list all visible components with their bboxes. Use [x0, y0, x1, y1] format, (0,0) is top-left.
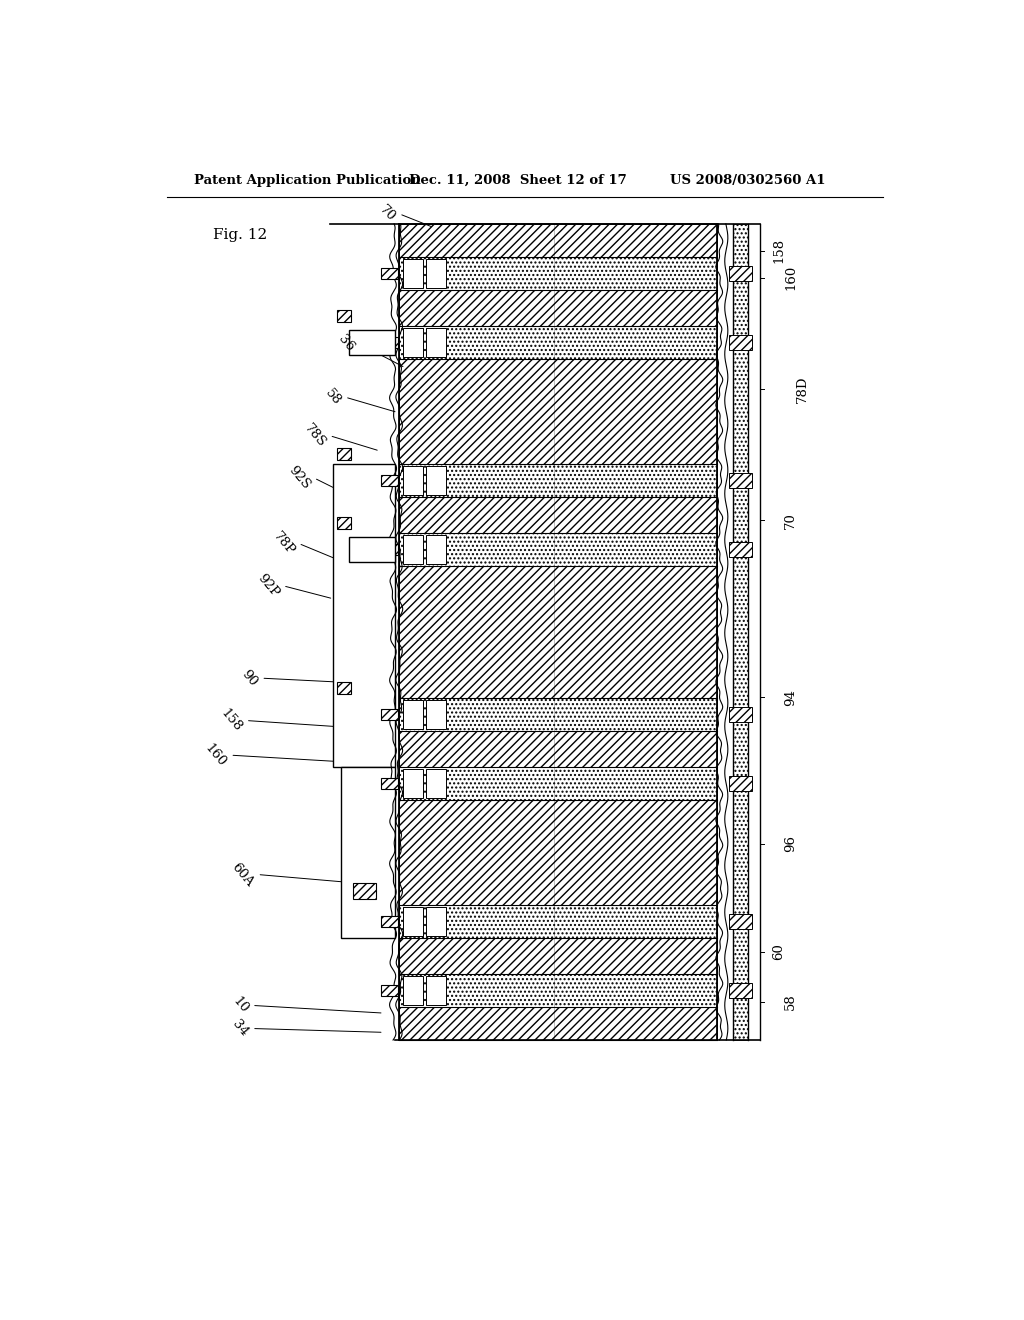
Text: 70: 70	[784, 512, 797, 529]
Bar	[399, 566, 717, 698]
Bar	[729, 983, 752, 998]
Bar	[399, 906, 717, 939]
Bar	[337, 310, 351, 322]
Bar	[729, 706, 752, 722]
Bar	[403, 259, 423, 288]
Bar	[381, 709, 397, 719]
Bar	[729, 776, 752, 791]
Bar	[732, 224, 748, 1040]
Bar	[399, 698, 717, 731]
Bar	[399, 359, 717, 463]
Text: 92S: 92S	[286, 463, 312, 492]
Bar	[381, 916, 397, 927]
Bar	[399, 800, 717, 906]
Bar	[399, 496, 717, 533]
Text: 94: 94	[784, 689, 797, 706]
Bar	[349, 537, 395, 562]
Bar	[381, 777, 397, 789]
Bar	[337, 682, 351, 694]
Bar	[399, 326, 717, 359]
Text: 60A: 60A	[229, 861, 256, 888]
Text: Dec. 11, 2008  Sheet 12 of 17: Dec. 11, 2008 Sheet 12 of 17	[410, 174, 627, 187]
Bar	[399, 533, 717, 566]
Text: Fig. 12: Fig. 12	[213, 228, 267, 243]
Bar	[381, 985, 397, 995]
Bar	[403, 907, 423, 936]
Bar	[349, 330, 395, 355]
Text: 160: 160	[203, 742, 228, 770]
Bar	[399, 939, 717, 974]
Text: 70: 70	[377, 203, 397, 224]
Bar	[426, 907, 445, 936]
Bar	[337, 516, 351, 529]
Text: US 2008/0302560 A1: US 2008/0302560 A1	[671, 174, 826, 187]
Bar	[403, 701, 423, 729]
Bar	[399, 224, 717, 257]
Text: 90: 90	[239, 668, 260, 689]
Bar	[403, 466, 423, 495]
Text: 10: 10	[229, 995, 251, 1016]
Bar	[399, 257, 717, 290]
Bar	[403, 977, 423, 1005]
Text: 60: 60	[772, 942, 785, 960]
Bar	[426, 701, 445, 729]
Bar	[399, 767, 717, 800]
Text: Patent Application Publication: Patent Application Publication	[194, 174, 421, 187]
Bar	[426, 535, 445, 564]
Text: 92P: 92P	[255, 572, 282, 599]
Bar	[381, 475, 397, 486]
Bar	[426, 466, 445, 495]
Bar	[399, 290, 717, 326]
Bar	[381, 337, 397, 347]
Text: 158: 158	[218, 706, 245, 734]
Bar	[426, 259, 445, 288]
Bar	[352, 883, 376, 899]
Text: 96: 96	[784, 836, 797, 853]
Bar	[399, 463, 717, 496]
Bar	[341, 767, 395, 939]
Text: 78D: 78D	[796, 376, 809, 403]
Bar	[381, 544, 397, 554]
Bar	[334, 463, 395, 767]
Bar	[337, 447, 351, 461]
Text: 34: 34	[229, 1018, 251, 1039]
Bar	[729, 265, 752, 281]
Bar	[381, 268, 397, 279]
Bar	[729, 541, 752, 557]
Bar	[729, 335, 752, 350]
Bar	[403, 770, 423, 797]
Bar	[729, 913, 752, 929]
Bar	[426, 770, 445, 797]
Bar	[399, 974, 717, 1007]
Bar	[403, 535, 423, 564]
Text: 58: 58	[323, 387, 343, 408]
Bar	[426, 329, 445, 356]
Text: 58: 58	[784, 993, 797, 1010]
Text: 78S: 78S	[301, 421, 328, 450]
Bar	[399, 731, 717, 767]
Text: 36: 36	[336, 333, 356, 354]
Bar	[399, 1007, 717, 1040]
Text: 160: 160	[784, 265, 797, 290]
Text: 78P: 78P	[270, 529, 297, 557]
Bar	[426, 977, 445, 1005]
Text: 158: 158	[772, 238, 785, 264]
Bar	[729, 473, 752, 488]
Bar	[403, 329, 423, 356]
